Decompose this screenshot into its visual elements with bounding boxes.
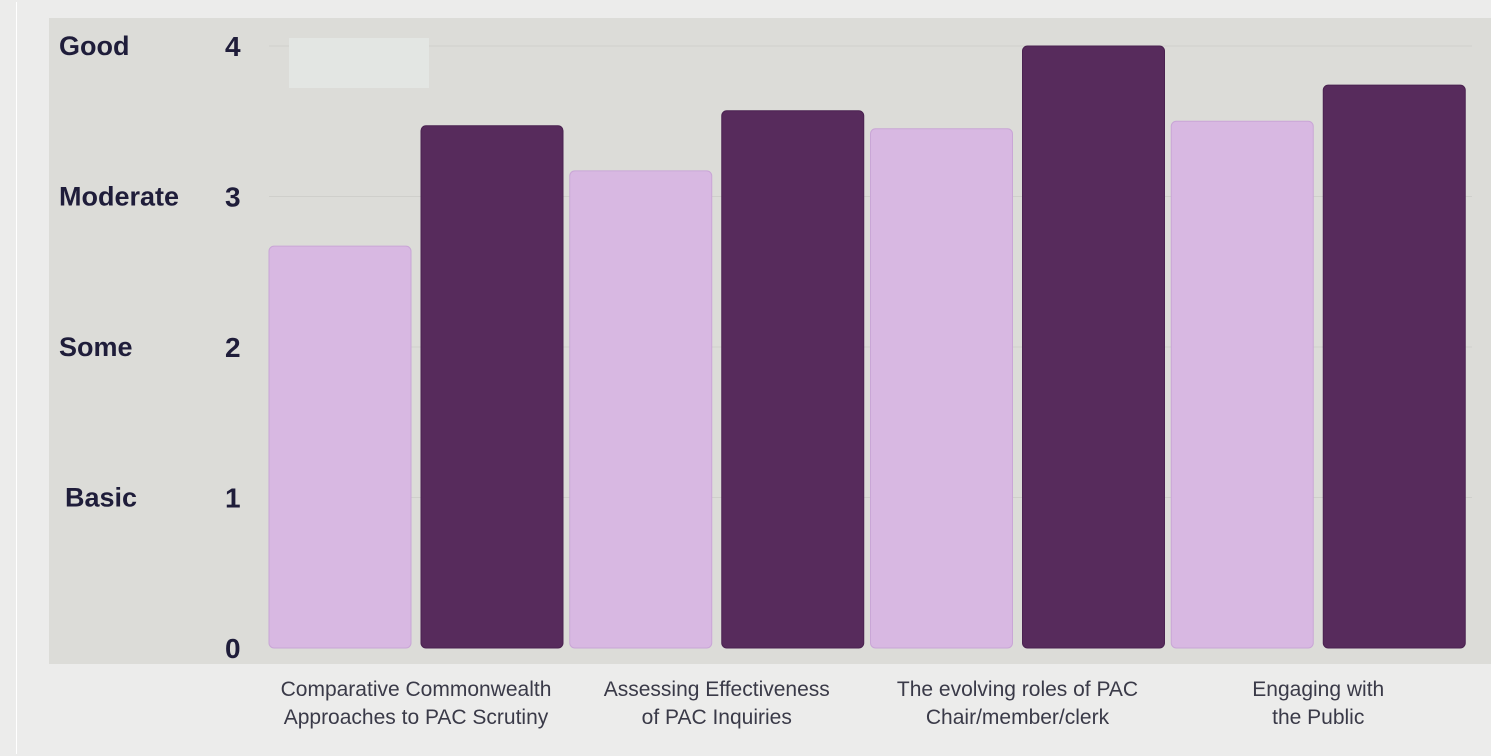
bar bbox=[268, 245, 412, 649]
bars bbox=[268, 45, 1466, 649]
level-label: Basic bbox=[65, 483, 137, 513]
category-label-line: Comparative Commonwealth bbox=[281, 678, 552, 701]
bar bbox=[1322, 84, 1466, 649]
category-label: The evolving roles of PAC Chair/member/cl… bbox=[897, 678, 1138, 729]
category-label-line: Assessing Effectiveness bbox=[604, 678, 830, 701]
y-tick-label: 0 bbox=[225, 633, 241, 664]
bar bbox=[1170, 120, 1314, 649]
bar bbox=[1022, 45, 1165, 649]
y-tick-label: 3 bbox=[225, 182, 241, 213]
bar bbox=[420, 125, 564, 649]
bar-chart: Good Moderate Some Basic 0 1 2 3 4 Comparative … bbox=[49, 18, 1491, 729]
level-labels: Good Moderate Some Basic bbox=[59, 31, 179, 513]
category-label-line: the Public bbox=[1272, 706, 1364, 729]
category-label-line: of PAC Inquiries bbox=[642, 706, 792, 729]
y-tick-label: 2 bbox=[225, 332, 241, 363]
x-axis-categories: Comparative Commonwealth Approaches to PA… bbox=[281, 678, 1385, 729]
level-label: Moderate bbox=[59, 182, 179, 212]
bar bbox=[870, 128, 1013, 649]
category-label: Comparative Commonwealth Approaches to PA… bbox=[281, 678, 552, 729]
category-label: Assessing Effectiveness of PAC Inquiries bbox=[604, 678, 830, 729]
bar bbox=[569, 170, 713, 649]
category-label-line: Engaging with bbox=[1252, 678, 1384, 701]
y-tick-label: 1 bbox=[225, 483, 241, 514]
chart-frame: Good Moderate Some Basic 0 1 2 3 4 Comparative … bbox=[16, 2, 1491, 754]
category-label-line: The evolving roles of PAC bbox=[897, 678, 1138, 701]
bar bbox=[721, 110, 865, 649]
category-label: Engaging with the Public bbox=[1252, 678, 1384, 729]
y-axis-ticks: 0 1 2 3 4 bbox=[225, 31, 241, 664]
category-label-line: Chair/member/clerk bbox=[926, 706, 1110, 729]
legend-placeholder-box bbox=[289, 38, 429, 88]
y-tick-label: 4 bbox=[225, 31, 241, 62]
category-label-line: Approaches to PAC Scrutiny bbox=[284, 706, 549, 729]
level-label: Some bbox=[59, 332, 133, 362]
level-label: Good bbox=[59, 31, 129, 61]
